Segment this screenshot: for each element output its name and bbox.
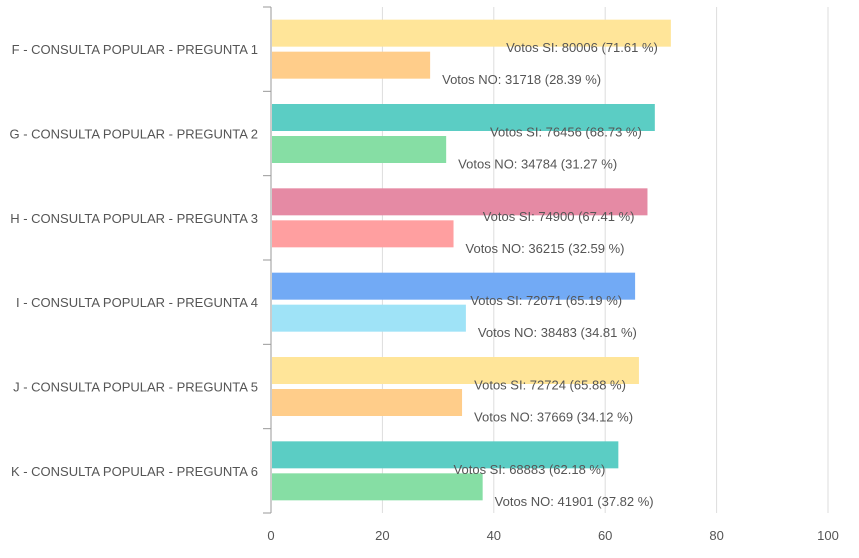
bar-votos-si[interactable] bbox=[272, 19, 671, 47]
bar-layer bbox=[272, 19, 671, 501]
data-label: Votos NO: 31718 (28.39 %) bbox=[442, 72, 601, 87]
x-tick-label: 40 bbox=[487, 528, 501, 543]
data-label: Votos NO: 34784 (31.27 %) bbox=[458, 157, 617, 172]
category-label: F - CONSULTA POPULAR - PREGUNTA 1 bbox=[12, 42, 258, 57]
bar-votos-no[interactable] bbox=[272, 473, 483, 501]
data-label: Votos NO: 36215 (32.59 %) bbox=[466, 241, 625, 256]
x-tick-label: 60 bbox=[598, 528, 612, 543]
label-layer: 0 20 40 60 80 100 F - CONSULTA POPULAR - PREGU… bbox=[10, 40, 839, 543]
bar-votos-no[interactable] bbox=[272, 389, 463, 416]
category-label: I - CONSULTA POPULAR - PREGUNTA 4 bbox=[16, 295, 258, 310]
data-label: Votos NO: 41901 (37.82 %) bbox=[495, 494, 654, 509]
data-label: Votos SI: 76456 (68.73 %) bbox=[490, 125, 642, 140]
bar-votos-si[interactable] bbox=[272, 272, 636, 300]
data-label: Votos SI: 74900 (67.41 %) bbox=[483, 209, 635, 224]
bar-votos-si[interactable] bbox=[272, 441, 619, 469]
data-label: Votos NO: 38483 (34.81 %) bbox=[478, 325, 637, 340]
bar-votos-si[interactable] bbox=[272, 104, 655, 131]
category-label: G - CONSULTA POPULAR - PREGUNTA 2 bbox=[10, 127, 259, 142]
data-label: Votos SI: 72724 (65.88 %) bbox=[474, 378, 626, 393]
x-tick-label: 100 bbox=[817, 528, 839, 543]
bar-votos-si[interactable] bbox=[272, 188, 648, 216]
category-label: H - CONSULTA POPULAR - PREGUNTA 3 bbox=[10, 211, 258, 226]
x-tick-label: 80 bbox=[709, 528, 723, 543]
category-label: J - CONSULTA POPULAR - PREGUNTA 5 bbox=[13, 380, 258, 395]
category-label: K - CONSULTA POPULAR - PREGUNTA 6 bbox=[11, 464, 258, 479]
bar-votos-no[interactable] bbox=[272, 220, 454, 248]
bar-votos-si[interactable] bbox=[272, 357, 639, 384]
x-tick-label: 0 bbox=[267, 528, 274, 543]
x-tick-label: 20 bbox=[375, 528, 389, 543]
bar-votos-no[interactable] bbox=[272, 304, 466, 332]
bar-votos-no[interactable] bbox=[272, 51, 431, 79]
grid-layer bbox=[381, 7, 829, 513]
bar-votos-no[interactable] bbox=[272, 136, 447, 163]
data-label: Votos SI: 80006 (71.61 %) bbox=[506, 40, 658, 55]
data-label: Votos SI: 68883 (62.18 %) bbox=[454, 462, 606, 477]
axis-layer bbox=[263, 6, 272, 514]
data-label: Votos SI: 72071 (65.19 %) bbox=[470, 293, 622, 308]
data-label: Votos NO: 37669 (34.12 %) bbox=[474, 410, 633, 425]
